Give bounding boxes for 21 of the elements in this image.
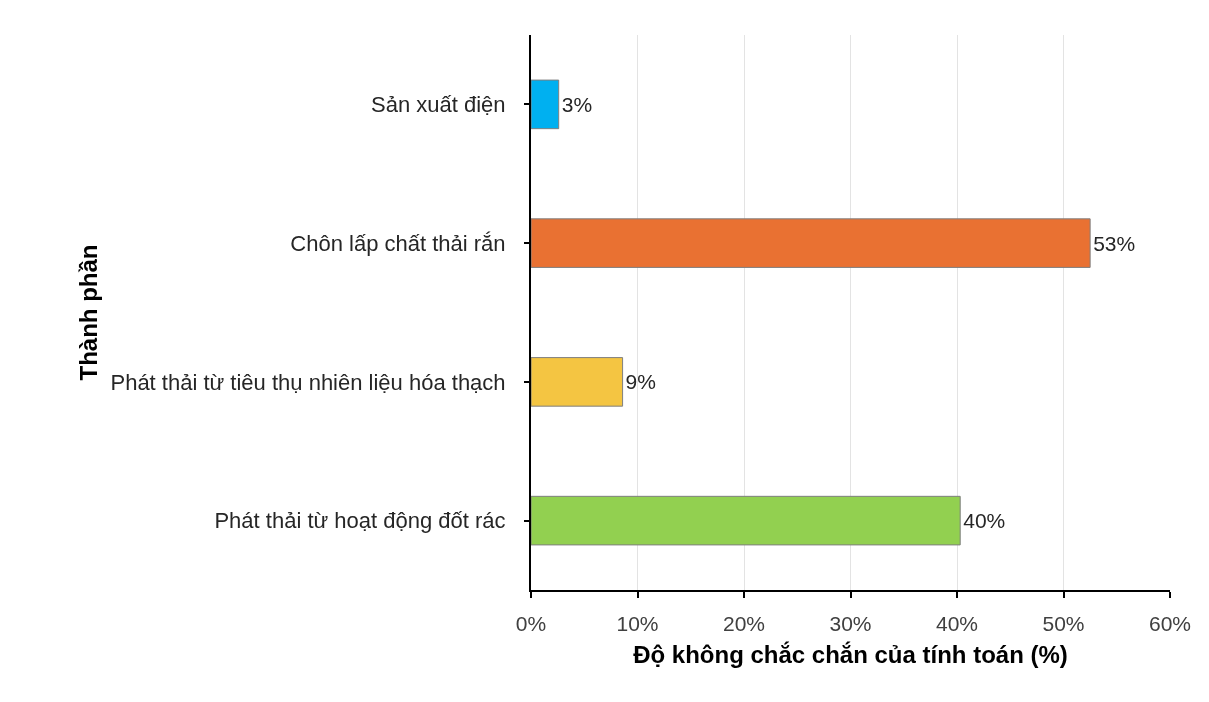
x-tick-label: 50%	[1042, 612, 1085, 636]
bar	[531, 495, 961, 546]
data-label: 9%	[625, 370, 656, 394]
x-tick-label: 60%	[1148, 612, 1192, 636]
x-tick-label: 40%	[935, 612, 979, 636]
y-tick-label: Chôn lấp chất thải rắn	[290, 230, 506, 256]
data-label: 40%	[963, 509, 1006, 533]
bar	[531, 357, 624, 407]
data-label: 53%	[1093, 231, 1136, 255]
x-axis-title: Độ không chắc chắn của tính toán (%)	[633, 641, 1068, 668]
y-axis-title: Thành phần	[75, 244, 103, 381]
bar	[531, 218, 1091, 268]
x-tick-label: 10%	[616, 612, 659, 636]
x-tick-label: 30%	[829, 612, 872, 636]
y-tick-label: Phát thải từ hoạt động đốt rác	[214, 508, 506, 534]
data-label: 3%	[561, 92, 593, 116]
y-tick-label: Phát thải từ tiêu thụ nhiên liệu hóa thạch	[110, 369, 506, 395]
x-tick-label: 20%	[722, 612, 766, 636]
y-tick-label: Sản xuất điện	[371, 92, 506, 118]
x-tick-label: 0%	[515, 612, 547, 636]
bar	[531, 79, 560, 130]
